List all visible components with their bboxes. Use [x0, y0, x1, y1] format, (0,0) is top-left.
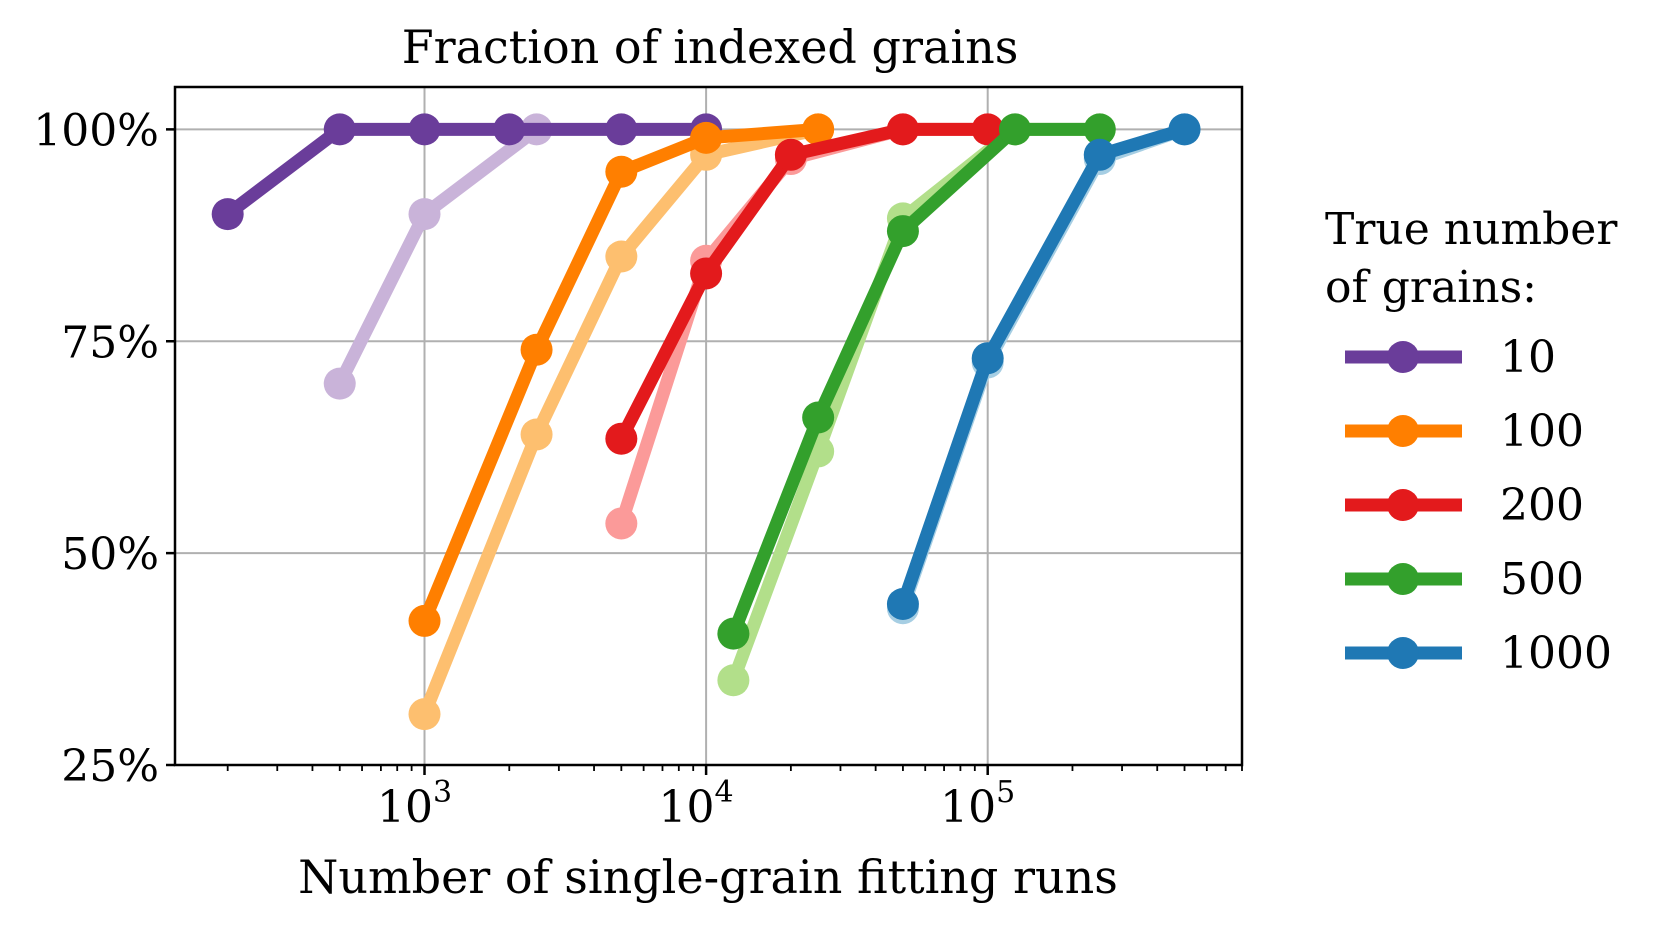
legend-label: 100 — [1500, 406, 1584, 457]
data-point — [886, 113, 919, 146]
legend-label: 10 — [1500, 332, 1556, 383]
data-point — [886, 587, 919, 620]
series-100 — [408, 113, 835, 637]
data-point — [408, 698, 441, 731]
series-line — [896, 122, 1191, 611]
data-point — [408, 113, 441, 146]
y-tick-label: 100% — [33, 105, 159, 156]
series-layer — [211, 113, 1201, 731]
legend-item: 100 — [1345, 406, 1584, 457]
legend-item: 1000 — [1345, 628, 1612, 679]
series-100-faint — [408, 113, 835, 731]
data-point — [802, 401, 835, 434]
data-point — [717, 664, 750, 697]
legend-swatch-marker — [1387, 489, 1419, 521]
data-point — [493, 113, 526, 146]
legend-label: 200 — [1500, 480, 1584, 531]
data-point — [520, 418, 553, 451]
data-point — [1083, 113, 1116, 146]
series-line — [614, 122, 995, 446]
legend: True number of grains: 10 100 200 500 1000 — [1325, 204, 1618, 679]
data-point — [690, 257, 723, 290]
y-tick-label: 75% — [61, 317, 159, 368]
data-point — [1083, 138, 1116, 171]
data-point — [211, 198, 244, 231]
legend-item: 500 — [1345, 554, 1584, 605]
x-tick-label: 104 — [659, 775, 734, 833]
data-point — [520, 333, 553, 366]
data-point — [971, 113, 1004, 146]
legend-label: 1000 — [1500, 628, 1612, 679]
data-point — [802, 113, 835, 146]
legend-swatch-marker — [1387, 563, 1419, 595]
series-line — [333, 122, 544, 391]
chart-title: Fraction of indexed grains — [402, 20, 1019, 74]
legend-title-line1: True number — [1325, 204, 1618, 255]
data-point — [408, 198, 441, 231]
ticks: 25%50%75%100%103 104 105 — [33, 105, 1243, 833]
legend-title-line2: of grains: — [1325, 262, 1537, 313]
x-tick-label: 103 — [377, 775, 452, 833]
data-point — [605, 240, 638, 273]
series-1000 — [886, 113, 1201, 620]
data-point — [774, 138, 807, 171]
x-axis-label: Number of single-grain fitting runs — [298, 850, 1118, 904]
legend-item: 10 — [1345, 332, 1556, 383]
data-point — [886, 215, 919, 248]
series-10-faint — [323, 113, 553, 400]
data-point — [323, 113, 356, 146]
y-tick-label: 25% — [61, 741, 159, 792]
x-tick-base: 10 — [377, 782, 433, 833]
legend-swatch-marker — [1387, 415, 1419, 447]
data-point — [1168, 113, 1201, 146]
x-tick-exponent: 5 — [996, 775, 1015, 810]
x-tick-label: 105 — [940, 775, 1015, 833]
plot-frame — [173, 85, 1244, 767]
data-point — [605, 507, 638, 540]
x-tick-exponent: 3 — [433, 775, 452, 810]
data-point — [690, 121, 723, 154]
series-200 — [605, 113, 1004, 455]
data-point — [408, 604, 441, 637]
data-point — [605, 113, 638, 146]
legend-label: 500 — [1500, 554, 1584, 605]
series-10 — [211, 113, 723, 231]
data-point — [323, 367, 356, 400]
data-point — [971, 342, 1004, 375]
x-tick-base: 10 — [940, 782, 996, 833]
series-500 — [717, 113, 1116, 650]
data-point — [605, 155, 638, 188]
data-point — [998, 113, 1031, 146]
x-tick-base: 10 — [659, 782, 715, 833]
legend-swatch-marker — [1387, 341, 1419, 373]
legend-item: 200 — [1345, 480, 1584, 531]
legend-swatch-marker — [1387, 637, 1419, 669]
data-point — [605, 422, 638, 455]
data-point — [717, 617, 750, 650]
x-tick-exponent: 4 — [715, 775, 734, 810]
y-tick-label: 50% — [61, 529, 159, 580]
